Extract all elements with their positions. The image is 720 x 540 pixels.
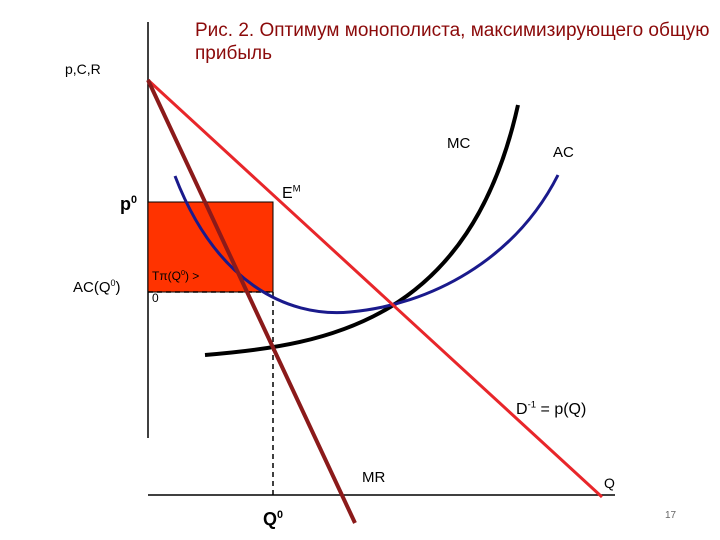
price-label-sup: 0 — [131, 194, 138, 206]
q0-label-sup: 0 — [277, 509, 284, 521]
em-label-text: E — [282, 185, 293, 202]
demand-label: D-1 = p(Q) — [516, 399, 587, 418]
mr-curve — [146, 79, 357, 524]
em-label-sup: M — [292, 183, 301, 195]
profit-label-line2: 0 — [152, 291, 159, 305]
demand-label-text: D — [516, 401, 528, 418]
mr-label: MR — [362, 469, 386, 486]
q0-label: Q0 — [263, 510, 283, 528]
demand-curve — [146, 78, 604, 499]
x-axis-label: Q — [604, 475, 615, 491]
ac-q0-label-text: AC(Q — [73, 279, 111, 296]
em-label: EM — [282, 183, 301, 202]
q0-label-text: Q — [263, 509, 278, 529]
y-axis-label: p,C,R — [65, 61, 101, 77]
ac-label: AC — [553, 144, 574, 161]
demand-label-end: = p(Q) — [536, 401, 587, 418]
ac-q0-label-sup: 0 — [110, 278, 116, 288]
profit-label-sup: 0 — [180, 268, 185, 277]
profit-label-end: ) > — [184, 269, 200, 283]
page-number: 17 — [665, 510, 677, 521]
figure-title: Рис. 2. Оптимум монополиста, максимизиру… — [195, 20, 710, 64]
profit-label-text: Tπ(Q — [152, 269, 181, 283]
demand-label-sup: -1 — [527, 399, 537, 411]
ac-q0-label: AC(Q0) — [73, 278, 121, 296]
price-label: p0 — [120, 195, 137, 213]
price-label-text: p — [120, 194, 131, 214]
mc-label: MC — [447, 135, 471, 152]
ac-curve — [173, 174, 560, 315]
ac-q0-label-end: ) — [115, 279, 121, 296]
profit-label: Tπ(Q0) > — [152, 268, 200, 283]
